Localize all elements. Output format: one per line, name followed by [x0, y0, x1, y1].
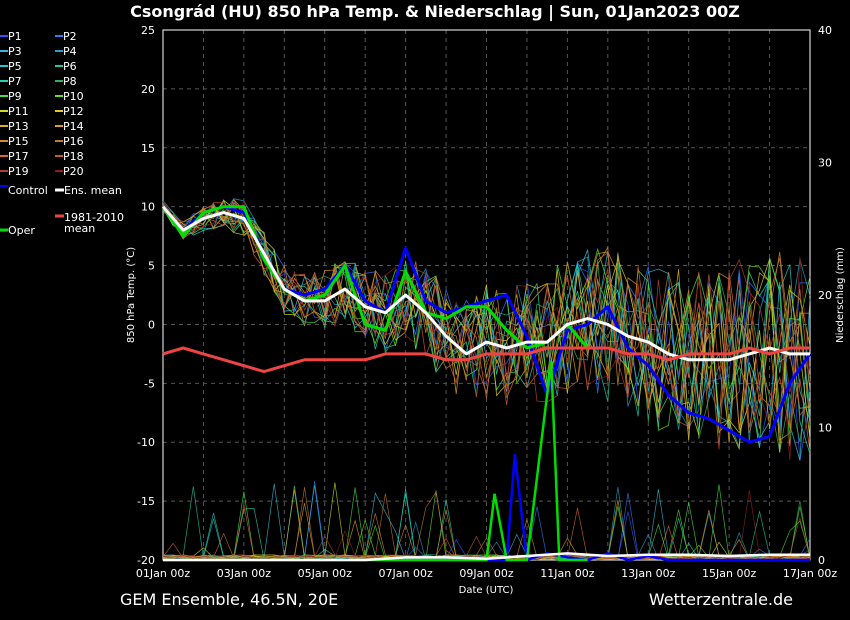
legend-label: P18: [63, 150, 84, 163]
legend-label: Oper: [8, 224, 35, 237]
y-axis-label: 850 hPa Temp. (°C): [126, 247, 137, 343]
legend-label: P7: [8, 75, 22, 88]
legend-label: P1: [8, 30, 22, 43]
y2-axis-label: Niederschlag (mm): [835, 247, 846, 343]
y2-tick-label: 20: [818, 289, 832, 302]
legend-label: P12: [63, 105, 84, 118]
x-tick-label: 15Jan 00z: [702, 567, 756, 580]
x-axis-label: Date (UTC): [459, 585, 514, 596]
member-line-p7: [162, 202, 811, 454]
x-tick-label: 17Jan 00z: [783, 567, 837, 580]
y-tick-label: -10: [137, 436, 155, 449]
x-tick-label: 11Jan 00z: [540, 567, 594, 580]
legend-label: P11: [8, 105, 29, 118]
legend-label: P14: [63, 120, 84, 133]
legend-label: P2: [63, 30, 77, 43]
x-tick-label: 07Jan 00z: [379, 567, 433, 580]
y-tick-label: 15: [141, 142, 155, 155]
legend-label: Ens. mean: [64, 184, 122, 197]
legend-label: P4: [63, 45, 77, 58]
legend-label: 1981-2010 mean: [64, 211, 124, 235]
y-tick-label: 25: [141, 24, 155, 37]
y2-tick-label: 0: [818, 554, 825, 567]
series-line-oper: [161, 205, 589, 350]
legend-label: P19: [8, 165, 29, 178]
y-axis-ticks: 25 20 15 10 5 0 -5 -10 -15 -20: [137, 24, 155, 567]
y-tick-label: 0: [148, 318, 155, 331]
y2-axis-ticks: 40 30 20 10 0: [818, 24, 832, 567]
legend-label: P13: [8, 120, 29, 133]
footer-model-label: GEM Ensemble, 46.5N, 20E: [120, 590, 338, 609]
legend-label: P10: [63, 90, 84, 103]
y-tick-label: 10: [141, 201, 155, 214]
legend-label: P5: [8, 60, 22, 73]
legend-label: P3: [8, 45, 22, 58]
y2-tick-label: 40: [818, 24, 832, 37]
series-line-ens-mean: [161, 205, 810, 362]
precip-line-ens-mean: [163, 552, 810, 562]
y-tick-label: -15: [137, 495, 155, 508]
member-line-p16: [162, 203, 811, 399]
x-tick-label: 05Jan 00z: [298, 567, 352, 580]
member-precip-p13: [162, 489, 811, 561]
y-tick-label: -5: [144, 377, 155, 390]
legend-label: P20: [63, 165, 84, 178]
x-tick-label: 09Jan 00z: [459, 567, 513, 580]
y-tick-label: 5: [148, 260, 155, 273]
series-lines: [161, 205, 812, 444]
member-line-p19: [162, 201, 811, 450]
y-tick-label: -20: [137, 554, 155, 567]
legend-label: P6: [63, 60, 77, 73]
legend-label: P16: [63, 135, 84, 148]
y-tick-label: 20: [141, 83, 155, 96]
legend-label: P8: [63, 75, 77, 88]
chart-title: Csongrád (HU) 850 hPa Temp. & Niederschl…: [130, 2, 740, 22]
x-axis-ticks: 01Jan 00z 03Jan 00z 05Jan 00z 07Jan 00z 09Ja…: [136, 567, 837, 580]
precipitation-lines: [163, 361, 810, 562]
legend-label: P15: [8, 135, 29, 148]
member-precip-p5: [162, 488, 811, 561]
footer-site-label: Wetterzentrale.de: [649, 590, 793, 609]
member-precip-p16: [162, 487, 811, 561]
member-precip-p4: [162, 487, 811, 561]
member-line-p5: [162, 206, 811, 449]
x-tick-label: 03Jan 00z: [217, 567, 271, 580]
legend-label: P17: [8, 150, 29, 163]
legend-label: Control: [8, 184, 48, 197]
y2-tick-label: 30: [818, 157, 832, 170]
x-tick-label: 13Jan 00z: [621, 567, 675, 580]
x-tick-label: 01Jan 00z: [136, 567, 190, 580]
y2-tick-label: 10: [818, 422, 832, 435]
series-line-1981-2010-mean: [162, 346, 810, 374]
legend: P1 P2 P3 P4 P5 P6 P7 P8 P9 P10 P11 P12 P13 P14 P15 P16 P…: [0, 30, 124, 237]
legend-label: P9: [8, 90, 22, 103]
